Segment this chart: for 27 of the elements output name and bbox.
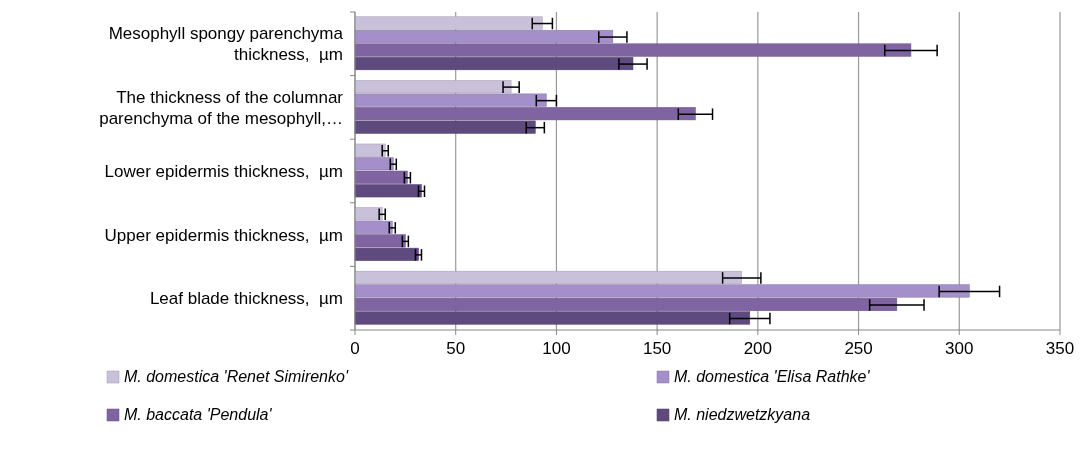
x-tick-label: 50 — [446, 339, 466, 358]
y-tick-label: Mesophyll spongy parenchyma thickness, µm — [108, 24, 344, 65]
x-tick-label: 0 — [350, 339, 360, 358]
x-tick-label: 200 — [743, 339, 773, 358]
y-tick-label: Lower epidermis thickness, µm — [104, 162, 343, 181]
bar — [354, 284, 970, 298]
bar — [354, 80, 512, 94]
bar — [354, 220, 393, 234]
bar — [354, 30, 614, 44]
legend-label: M. domestica 'Elisa Rathke' — [674, 368, 871, 385]
legend-label: M. niedzwetzkyana — [674, 406, 811, 423]
legend-label: M. baccata 'Pendula' — [124, 406, 273, 423]
y-tick-label: Upper epidermis thickness, µm — [104, 225, 343, 245]
y-tick-label: Leaf blade thickness, µm — [149, 289, 343, 309]
x-tick-label: 350 — [1045, 339, 1075, 358]
x-tick-label: 250 — [844, 339, 873, 358]
bar — [354, 270, 742, 284]
legend-label: M. domestica 'Renet Simirenko' — [124, 368, 349, 385]
bar — [354, 143, 386, 157]
x-tick-label: 150 — [642, 339, 672, 358]
y-tick-label: The thickness of the columnar parenchyma of the mesophyll,… — [99, 87, 344, 128]
bar — [354, 16, 543, 30]
bar — [354, 93, 547, 107]
bar — [354, 207, 383, 221]
x-tick-label: 100 — [542, 339, 571, 358]
x-tick-label: 300 — [945, 339, 974, 358]
bar — [354, 157, 394, 171]
